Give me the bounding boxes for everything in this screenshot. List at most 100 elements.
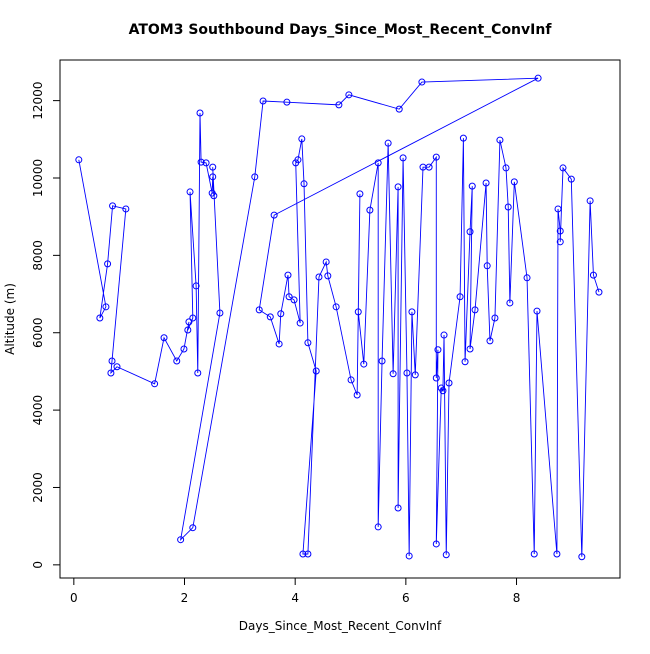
data-point [461,358,469,366]
data-point [299,550,307,558]
data-point [270,211,278,219]
data-point [322,258,330,266]
data-point [394,504,402,512]
data-point [275,340,283,348]
data-point [432,374,440,382]
data-point [251,173,259,181]
y-tick-label: 8000 [31,240,45,271]
data-point [194,369,202,377]
data-point [304,550,312,558]
data-point [408,308,416,316]
data-point [559,164,567,172]
data-point [399,154,407,162]
data-point [296,319,304,327]
data-point [586,197,594,205]
data-point [353,391,361,399]
chart-title: ATOM3 Southbound Days_Since_Most_Recent_… [129,22,553,38]
data-point [185,318,193,326]
data-point [442,551,450,559]
data-point [284,271,292,279]
data-point [389,370,397,378]
y-tick-label: 6000 [31,317,45,348]
series-line [78,77,600,557]
data-point [324,272,332,280]
data-point [283,98,291,106]
data-point [356,190,364,198]
y-tick-label: 10000 [31,159,45,197]
data-point [425,163,433,171]
data-point [332,303,340,311]
y-tick-label: 12000 [31,82,45,120]
data-point [173,357,181,365]
data-point [294,156,302,164]
data-point [160,334,168,342]
data-point [151,380,159,388]
data-point [259,97,267,105]
data-point [471,306,479,314]
y-tick-label: 0 [31,561,45,569]
data-point [209,173,217,181]
data-point [202,159,210,167]
data-point [554,205,562,213]
data-point [186,188,194,196]
data-point [107,369,115,377]
data-point [113,363,121,371]
data-point [197,158,205,166]
data-point [523,274,531,282]
data-point [304,339,312,347]
data-point [483,262,491,270]
x-tick-label: 0 [70,591,78,605]
data-point [122,205,130,213]
data-point [189,524,197,532]
data-point [482,179,490,187]
data-point [468,182,476,190]
data-point [347,376,355,384]
data-point [366,206,374,214]
data-point [177,536,185,544]
data-point [196,109,204,117]
data-point [109,202,117,210]
data-point [384,139,392,147]
data-point [335,101,343,109]
data-point [104,260,112,268]
data-point [374,159,382,167]
data-point [556,227,564,235]
data-point [530,550,538,558]
data-point [567,175,575,183]
data-point [300,180,308,188]
data-point [192,282,200,290]
data-point [432,153,440,161]
data-point [411,371,419,379]
data-point [298,135,306,143]
x-tick-label: 4 [291,591,299,605]
data-point [533,307,541,315]
data-point [466,345,474,353]
data-point [315,273,323,281]
x-axis-label: Days_Since_Most_Recent_ConvInf [239,619,442,633]
data-point [439,387,447,395]
y-tick-label: 4000 [31,395,45,426]
data-point [418,78,426,86]
data-point [506,299,514,307]
data-point [502,164,510,172]
plot-frame [59,59,621,579]
data-point [456,293,464,301]
data-point [445,379,453,387]
data-point [108,357,116,365]
data-point [75,156,83,164]
data-point [266,313,274,321]
data-point [210,192,218,200]
data-point [440,331,448,339]
x-tick-label: 2 [181,591,189,605]
data-point [595,288,603,296]
data-point [290,296,298,304]
data-point [510,178,518,186]
data-point [360,360,368,368]
data-point [354,308,362,316]
data-point [496,136,504,144]
x-tick-label: 8 [513,591,521,605]
data-point [189,314,197,322]
data-point [486,337,494,345]
data-point [589,271,597,279]
